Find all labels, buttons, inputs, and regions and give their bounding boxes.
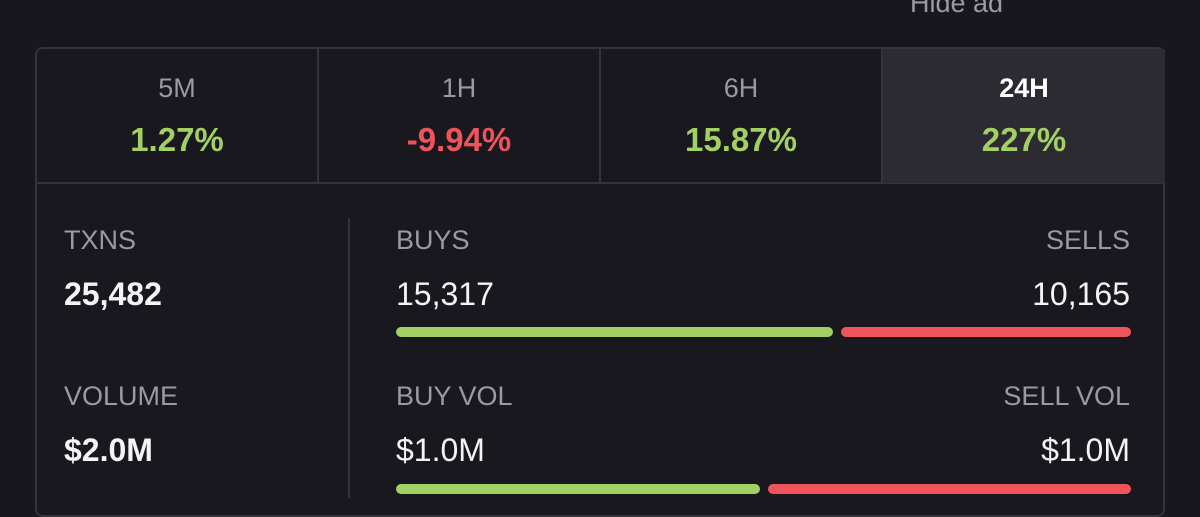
stat-label: TXNS (64, 225, 137, 255)
tab-label: 1H (441, 73, 477, 103)
stat-label: SELL VOL (1003, 381, 1130, 411)
stat-value: $1.0M (1041, 432, 1130, 468)
tab-change: 1.27% (130, 121, 224, 158)
tab-label: 6H (723, 73, 759, 103)
stat-value: 25,482 (64, 276, 162, 312)
tab-change: -9.94% (406, 121, 512, 158)
tab-label: 24H (999, 73, 1049, 103)
stat-label: BUYS (396, 225, 470, 255)
hide-ad[interactable]: Hide ad (910, 0, 1004, 18)
page: Hide ad TXNS 25,482 BUYS 15,317 SELLS 10… (35, 0, 1165, 517)
timeframe-tab[interactable]: 1H -9.94% (319, 49, 601, 183)
stat-label: BUY VOL (396, 381, 513, 411)
sell-bar (840, 327, 1131, 337)
stat-label: SELLS (1045, 225, 1130, 255)
tab-label: 5M (158, 73, 196, 103)
sell-bar (767, 484, 1131, 494)
stat-value: $1.0M (396, 432, 485, 468)
stat-value: $2.0M (64, 432, 153, 468)
buy-bar (396, 484, 760, 494)
tab-change: 227% (981, 121, 1067, 158)
timeframe-tab[interactable]: 6H 15.87% (601, 49, 883, 183)
tab-change: 15.87% (685, 121, 797, 158)
buy-bar (396, 327, 833, 337)
timeframe-tab[interactable]: 24H 227% (883, 49, 1165, 183)
stat-label: VOLUME (64, 381, 179, 411)
stat-value: 15,317 (396, 276, 494, 312)
column-divider (348, 218, 350, 498)
stat-value: 10,165 (1032, 276, 1130, 312)
divider (37, 182, 1163, 184)
timeframe-tab[interactable]: 5M 1.27% (37, 49, 319, 183)
